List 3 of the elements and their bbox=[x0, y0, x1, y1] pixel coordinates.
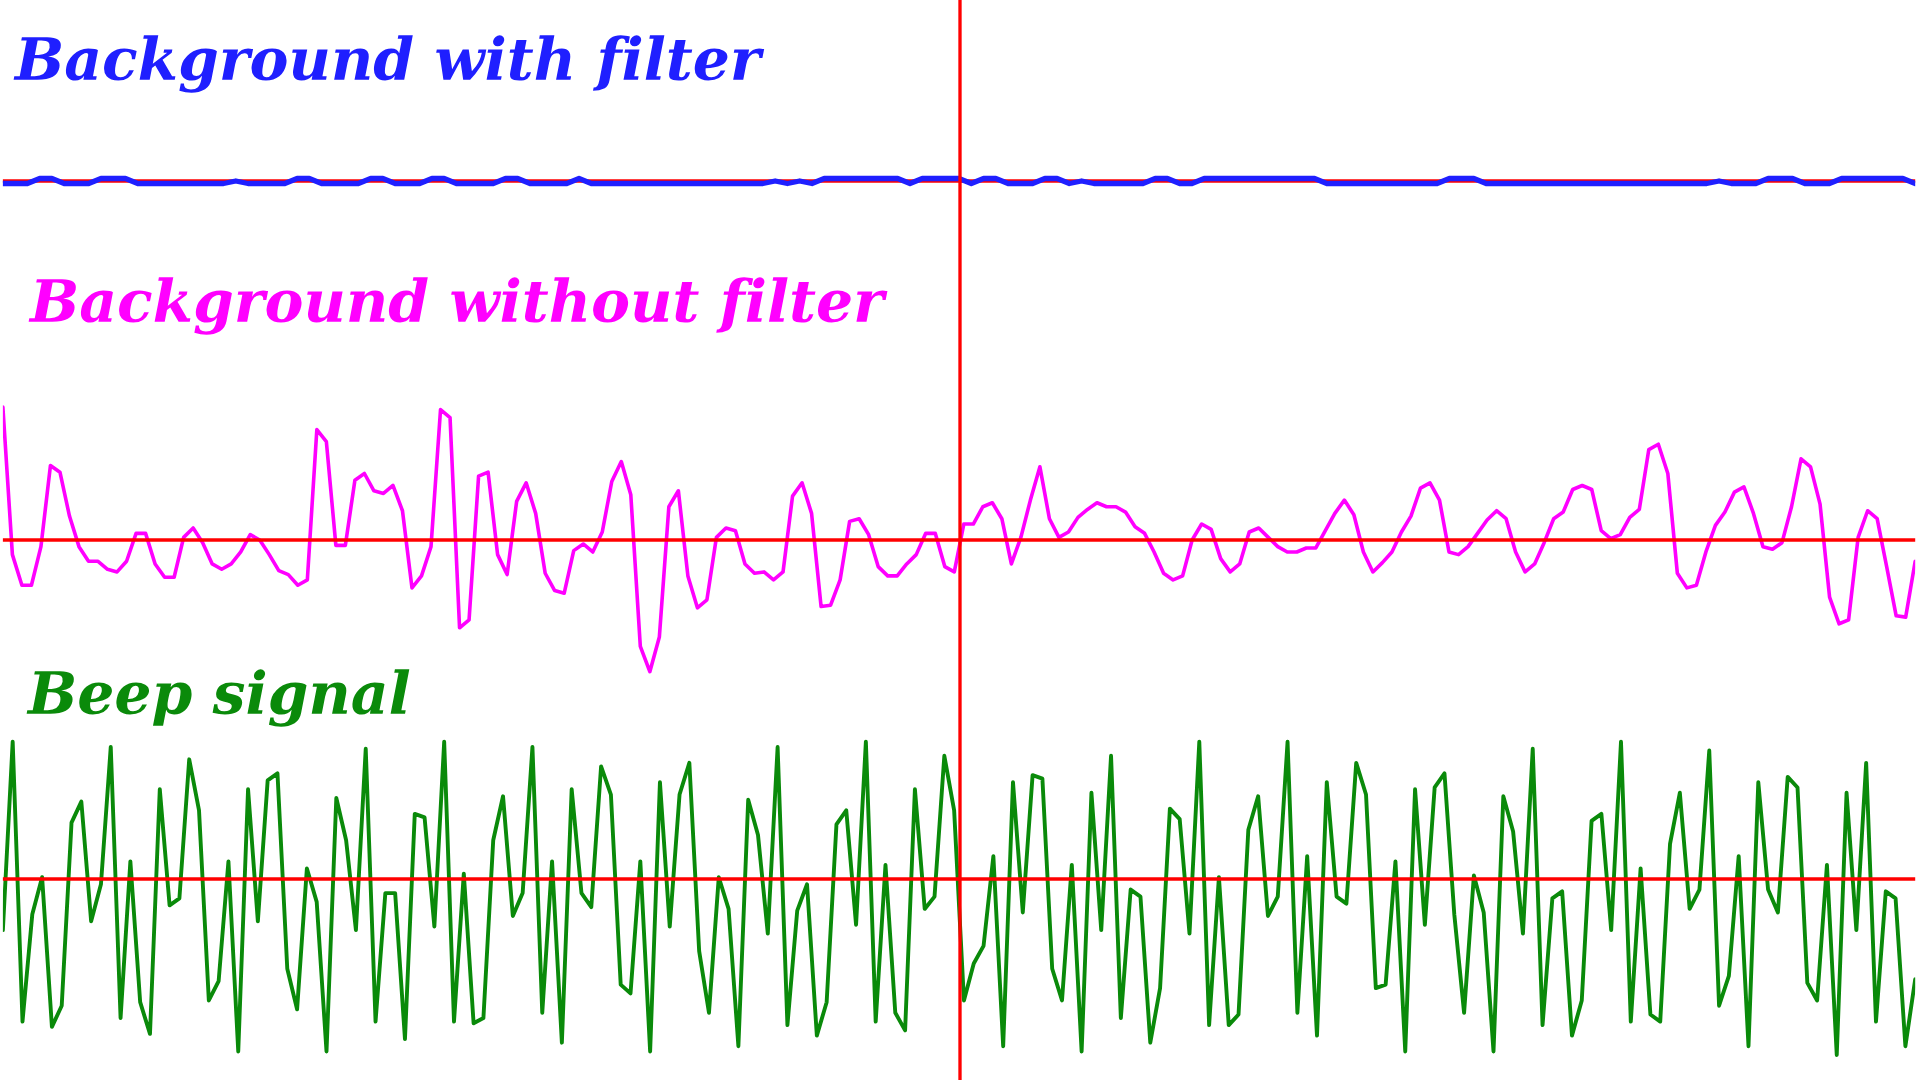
chart-title: Background without filter bbox=[28, 277, 888, 335]
chart-title: Background with filter bbox=[13, 35, 765, 93]
chart-title: Beep signal bbox=[26, 669, 410, 727]
